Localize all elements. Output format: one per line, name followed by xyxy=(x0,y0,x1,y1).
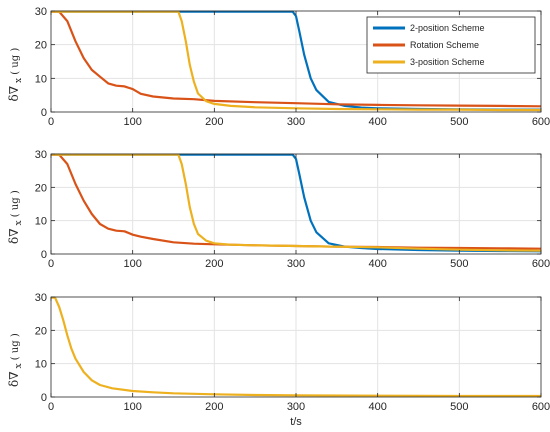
x-tick-label: 0 xyxy=(48,258,54,270)
y-axis-label-sub: x xyxy=(14,78,24,86)
legend-label: Rotation Scheme xyxy=(410,40,479,50)
x-tick-label: 500 xyxy=(450,401,468,413)
y-tick-label: 20 xyxy=(35,40,47,52)
y-tick-label: 10 xyxy=(35,73,47,85)
legend-label: 2-position Scheme xyxy=(410,23,485,33)
y-axis-label: δ∇ x ( ug ) xyxy=(7,48,24,102)
y-tick-label: 20 xyxy=(35,325,47,337)
y-tick-label: 10 xyxy=(35,359,47,371)
y-tick-label: 30 xyxy=(35,6,47,18)
x-tick-label: 200 xyxy=(205,258,223,270)
subplot-3: 0 100 200 300 400 500 600 0 10 20 30 δ∇ x ( ug ) t/s xyxy=(7,292,550,428)
y-axis-label-sub: x xyxy=(14,363,24,371)
subplot-1: 0 100 200 300 400 500 600 0 10 20 30 δ∇ x ( ug ) 2-p… xyxy=(7,6,550,128)
x-axis-label: t/s xyxy=(290,416,302,428)
x-tick-label: 300 xyxy=(287,401,305,413)
y-tick-label: 10 xyxy=(35,216,47,228)
y-axis-label-main: δ∇ xyxy=(7,228,21,244)
x-tick-label: 500 xyxy=(450,258,468,270)
x-tick-label: 600 xyxy=(532,258,550,270)
y-tick-label: 0 xyxy=(41,392,47,404)
x-tick-label: 600 xyxy=(532,116,550,128)
x-tick-label: 100 xyxy=(123,258,141,270)
y-tick-label: 0 xyxy=(41,107,47,119)
series-line-3-position-scheme xyxy=(51,10,541,112)
x-tick-label: 600 xyxy=(532,401,550,413)
y-axis-label-unit: ( ug ) xyxy=(10,333,21,363)
x-tick-label: 0 xyxy=(48,116,54,128)
subplot-2: 0 100 200 300 400 500 600 0 10 20 30 δ∇ x ( ug ) xyxy=(7,149,550,270)
y-tick-label: 20 xyxy=(35,182,47,194)
series-line-rotation-scheme xyxy=(51,10,541,108)
series-line-3-position-scheme xyxy=(51,153,541,252)
x-tick-label: 400 xyxy=(368,258,386,270)
series-line-2-position-scheme xyxy=(51,153,541,253)
legend: 2-position Scheme Rotation Scheme 3-positi… xyxy=(366,16,536,74)
legend-label: 3-position Scheme xyxy=(410,57,485,67)
x-tick-label: 500 xyxy=(450,116,468,128)
x-tick-label: 400 xyxy=(368,401,386,413)
y-tick-label: 0 xyxy=(41,249,47,261)
x-tick-label: 200 xyxy=(205,401,223,413)
x-tick-label: 200 xyxy=(205,116,223,128)
x-tick-label: 100 xyxy=(123,116,141,128)
x-tick-label: 400 xyxy=(368,116,386,128)
series-line-3-position-scheme xyxy=(51,296,541,397)
x-tick-label: 100 xyxy=(123,401,141,413)
y-axis-label-main: δ∇ xyxy=(7,86,21,102)
y-axis-label: δ∇ x ( ug ) xyxy=(7,190,24,244)
y-tick-label: 30 xyxy=(35,292,47,304)
x-tick-label: 300 xyxy=(287,258,305,270)
x-tick-label: 0 xyxy=(48,401,54,413)
y-axis-label-sub: x xyxy=(14,220,24,228)
y-axis-label-main: δ∇ xyxy=(7,371,21,387)
x-tick-label: 300 xyxy=(287,116,305,128)
y-axis-label-unit: ( ug ) xyxy=(10,48,21,78)
y-tick-label: 30 xyxy=(35,149,47,161)
y-axis-label: δ∇ x ( ug ) xyxy=(7,333,24,387)
y-axis-label-unit: ( ug ) xyxy=(10,190,21,220)
